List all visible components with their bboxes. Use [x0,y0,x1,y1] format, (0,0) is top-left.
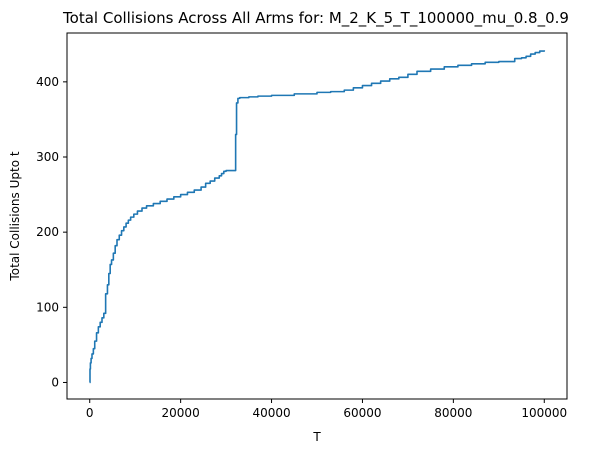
plot-area: 0 20000 40000 60000 80000 100000 0 100 200 300 40… [36,32,568,420]
x-tick-label: 0 [86,406,94,420]
x-tick-label: 100000 [521,406,567,420]
y-axis: 0 100 200 300 400 [36,75,67,389]
y-axis-label: Total Collisions Upto t [8,151,22,281]
x-tick-label: 40000 [252,406,290,420]
x-axis-label: T [312,430,321,444]
y-tick-label: 0 [51,375,59,389]
x-axis: 0 20000 40000 60000 80000 100000 [86,399,567,420]
axes-frame [66,32,568,400]
x-tick-label: 60000 [343,406,381,420]
chart-title: Total Collisions Across All Arms for: M_… [62,9,569,28]
y-tick-label: 100 [36,300,59,314]
y-tick-label: 400 [36,75,59,89]
series-line [89,50,546,384]
y-tick-label: 300 [36,150,59,164]
x-tick-label: 80000 [434,406,472,420]
y-tick-label: 200 [36,225,59,239]
x-tick-label: 20000 [162,406,200,420]
